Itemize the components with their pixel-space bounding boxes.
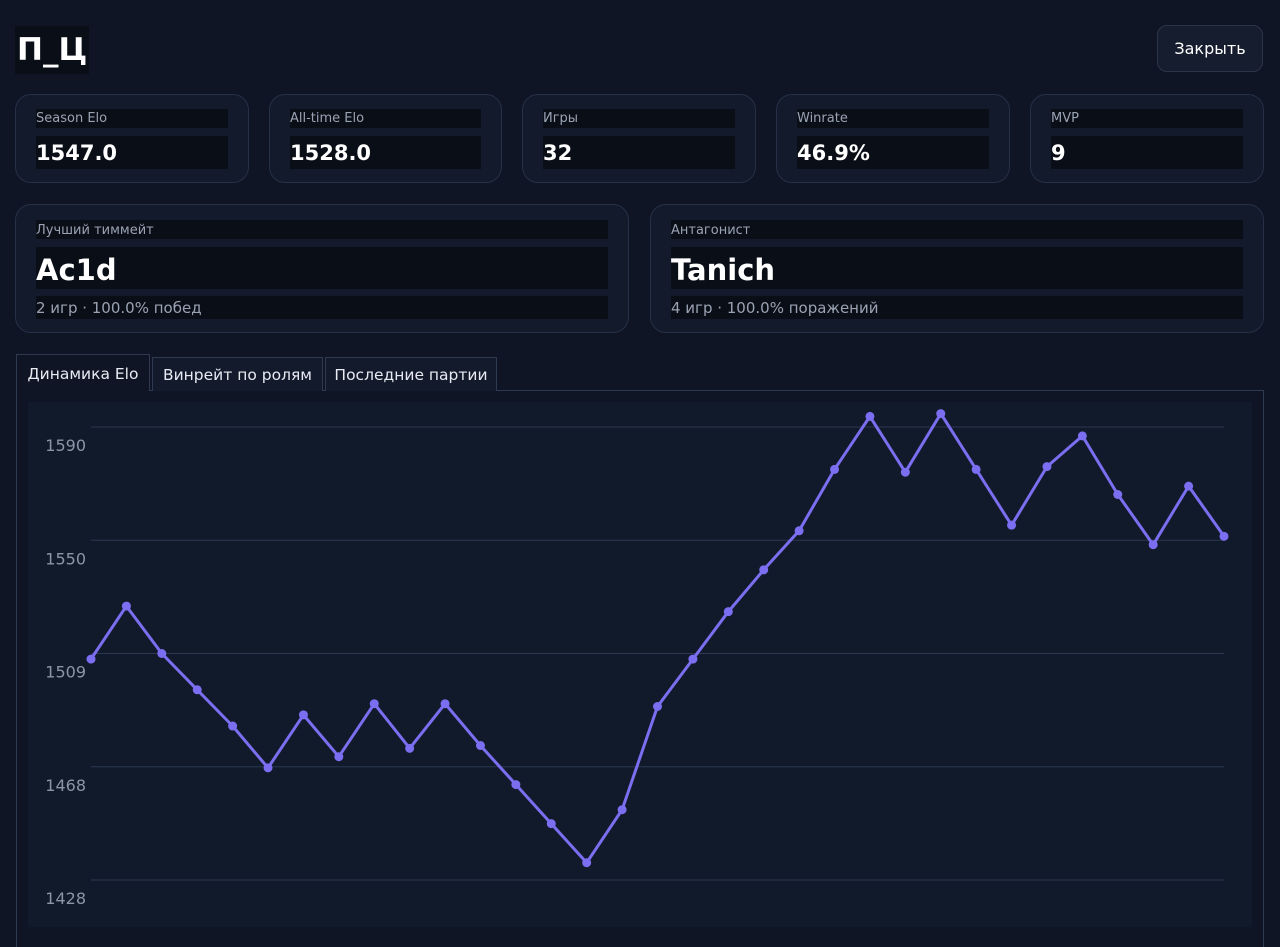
tab-recent-matches[interactable]: Последние партии — [325, 357, 497, 391]
elo-data-point — [1184, 481, 1194, 491]
elo-data-point — [440, 699, 450, 709]
elo-data-point — [369, 699, 379, 709]
stat-label: Winrate — [797, 109, 989, 128]
stat-card-all-time-elo: All-time Elo 1528.0 — [269, 94, 502, 183]
y-tick-label: 1468 — [45, 776, 86, 795]
stat-value: 1528.0 — [290, 136, 481, 169]
elo-data-point — [546, 819, 556, 829]
elo-data-point — [1148, 540, 1158, 550]
elo-data-point — [936, 409, 946, 419]
stat-label: Игры — [543, 109, 735, 128]
elo-chart: 1590 1550 1509 1468 1428 — [28, 402, 1252, 927]
best-teammate-stats: 2 игр · 100.0% побед — [36, 296, 608, 319]
elo-data-point — [1219, 531, 1229, 541]
elo-data-point — [1077, 431, 1087, 441]
y-tick-label: 1550 — [45, 549, 86, 568]
stat-card-games: Игры 32 — [522, 94, 756, 183]
elo-data-point — [86, 654, 96, 664]
elo-chart-svg: 1590 1550 1509 1468 1428 — [45, 409, 1229, 908]
elo-data-point — [263, 763, 273, 773]
stat-value: 32 — [543, 136, 735, 169]
best-teammate-label: Лучший тиммейт — [36, 220, 608, 239]
antagonist-card: Антагонист Tanich 4 игр · 100.0% поражен… — [650, 204, 1264, 333]
elo-data-point — [971, 464, 981, 474]
elo-data-point — [688, 654, 698, 664]
antagonist-label: Антагонист — [671, 220, 1243, 239]
elo-data-point — [121, 601, 131, 611]
y-tick-label: 1428 — [45, 889, 86, 908]
stat-label: All-time Elo — [290, 109, 481, 128]
elo-data-point — [511, 780, 521, 790]
page-title: П_Ц — [15, 26, 90, 74]
y-tick-label: 1509 — [45, 663, 86, 682]
y-tick-label: 1590 — [45, 436, 86, 455]
elo-data-point — [1007, 520, 1017, 530]
elo-data-point — [228, 721, 238, 731]
tab-elo-dynamics[interactable]: Динамика Elo — [16, 354, 150, 391]
elo-data-point — [617, 805, 627, 815]
stat-label: Season Elo — [36, 109, 228, 128]
stat-value: 9 — [1051, 136, 1243, 169]
stat-value: 1547.0 — [36, 136, 228, 169]
elo-data-point — [865, 411, 875, 421]
elo-data-point — [334, 752, 344, 762]
elo-data-point — [298, 710, 308, 720]
elo-data-point — [794, 526, 804, 536]
stat-label: MVP — [1051, 109, 1243, 128]
elo-data-point — [653, 701, 662, 711]
elo-data-point — [192, 685, 202, 695]
elo-data-point — [900, 467, 910, 477]
elo-data-point — [723, 607, 733, 617]
elo-data-point — [475, 741, 485, 751]
stat-value: 46.9% — [797, 136, 989, 169]
elo-data-point — [1113, 490, 1123, 500]
elo-data-point — [1042, 462, 1052, 472]
stat-card-winrate: Winrate 46.9% — [776, 94, 1010, 183]
antagonist-name: Tanich — [671, 247, 1243, 289]
best-teammate-card: Лучший тиммейт Ac1d 2 игр · 100.0% побед — [15, 204, 629, 333]
stat-card-mvp: MVP 9 — [1030, 94, 1264, 183]
elo-data-point — [405, 743, 415, 753]
elo-data-point — [830, 464, 840, 474]
antagonist-stats: 4 игр · 100.0% поражений — [671, 296, 1243, 319]
tab-role-winrate[interactable]: Винрейт по ролям — [152, 357, 323, 391]
elo-data-point — [157, 649, 167, 658]
elo-data-point — [759, 565, 769, 575]
elo-data-point — [582, 858, 592, 868]
stat-card-season-elo: Season Elo 1547.0 — [15, 94, 249, 183]
elo-series-line — [89, 412, 1226, 865]
best-teammate-name: Ac1d — [36, 247, 608, 289]
close-button[interactable]: Закрыть — [1157, 25, 1263, 72]
